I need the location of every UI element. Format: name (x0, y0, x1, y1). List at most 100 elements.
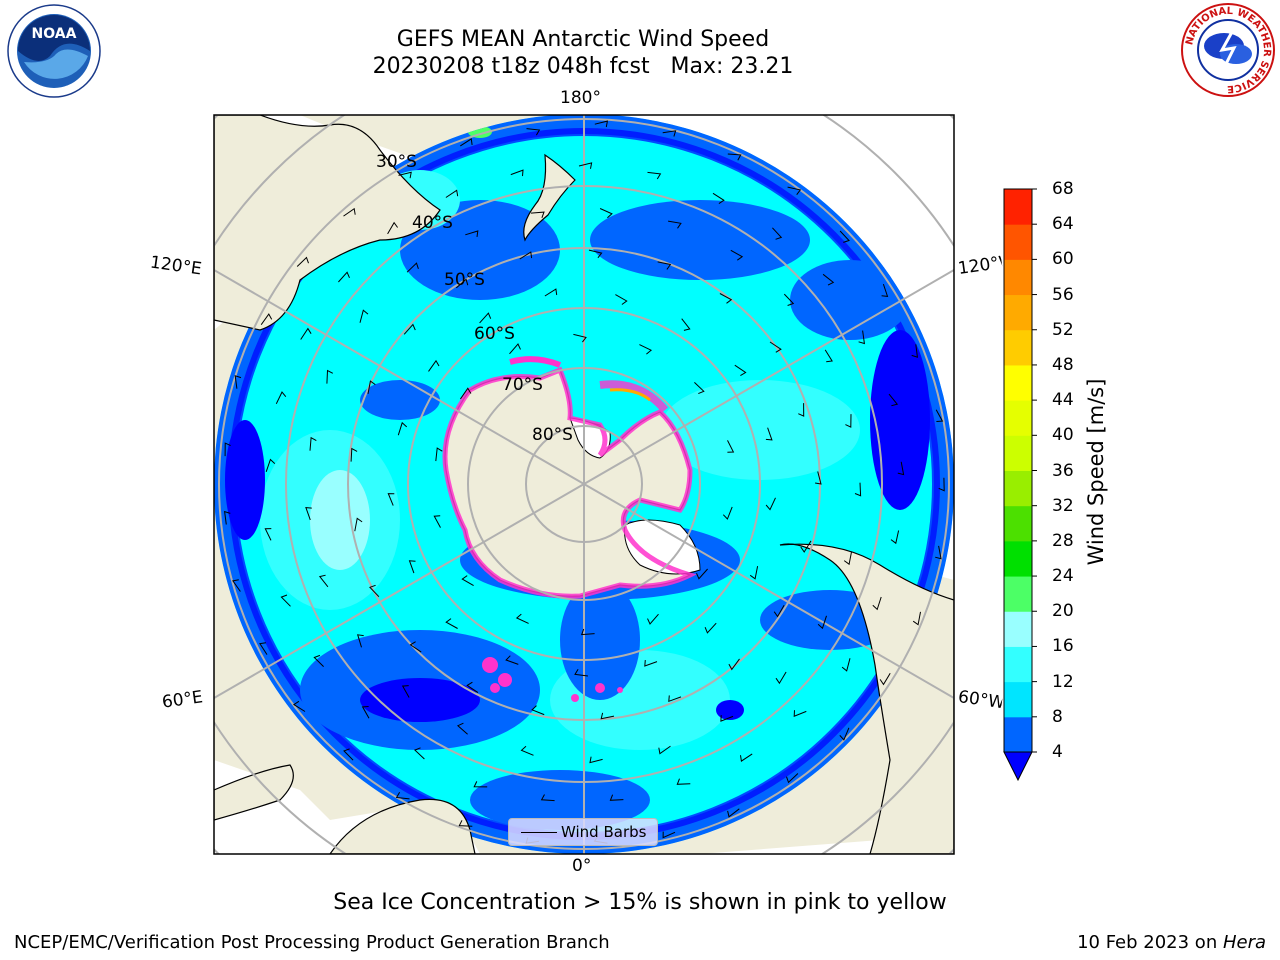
wind-barb (397, 421, 408, 436)
colorbar-segment (1004, 364, 1032, 401)
wind-barb (526, 128, 541, 136)
sea-ice-patches (482, 657, 623, 702)
wind-barb (350, 447, 358, 462)
wind-barb (681, 318, 691, 331)
sea-ice-edge (442, 366, 697, 599)
colorbar-under-arrow (1003, 751, 1033, 782)
wind-barb (338, 271, 350, 283)
wind-barb (730, 249, 744, 261)
wind-barb (897, 461, 905, 476)
wind-barb (740, 753, 753, 762)
wind-barb (530, 211, 545, 218)
wind-barb (275, 391, 287, 405)
wind-barb (879, 673, 891, 686)
wind-barb (387, 493, 395, 506)
colorbar-label: Wind Speed [m/s] (1084, 378, 1108, 566)
lon-label-0: 0° (572, 856, 592, 876)
wind-barb (395, 792, 410, 800)
wind-barb (456, 722, 468, 735)
lat-label-50s: 50°S (444, 270, 485, 290)
wind-barb (354, 517, 363, 532)
wind-barb (793, 710, 807, 717)
wind-barb (466, 681, 479, 694)
madagascar (214, 764, 294, 821)
colorbar-tick-label: 44 (1052, 390, 1074, 411)
colorbar-segment (1004, 400, 1032, 436)
wind-barb (401, 685, 410, 698)
noaa-logo-text: NOAA (32, 26, 77, 42)
wind-barb (359, 309, 369, 323)
wind-barb (369, 584, 380, 598)
wind-barb (224, 442, 231, 457)
wind-barb (473, 781, 488, 788)
wind-barb (769, 341, 782, 353)
wind-barb (544, 288, 558, 297)
colorbar-segment (1004, 329, 1032, 366)
wind-barb (773, 605, 785, 618)
wind-barb (938, 477, 945, 492)
colorbar-segment (1004, 259, 1032, 296)
lat-label-30s: 30°S (376, 152, 417, 172)
chart-title: GEFS MEAN Antarctic Wind Speed (396, 27, 770, 52)
wind-barb (455, 278, 469, 289)
wind-barb (459, 387, 472, 400)
wind-barb (309, 436, 317, 451)
footer-date: 10 Feb 2023 on Hera (1077, 932, 1266, 953)
wind-barb (574, 669, 588, 677)
wind-barb (786, 773, 799, 784)
wind-barb (727, 153, 742, 161)
footer-machine: Hera (1222, 932, 1266, 953)
wind-barb (845, 414, 852, 428)
wind-barb (260, 313, 273, 325)
wind-barb (531, 705, 545, 716)
colorbar-tick-label: 16 (1052, 636, 1074, 657)
wind-barb (599, 208, 613, 219)
wind-barb (515, 613, 529, 624)
wind-barb (259, 642, 268, 655)
wind-barb (265, 458, 276, 472)
wind-barb (798, 403, 805, 417)
colorbar-tick-label: 36 (1052, 460, 1074, 481)
colorbar-tick-label: 48 (1052, 354, 1074, 375)
wind-barb (305, 507, 312, 521)
colorbar-segment (1004, 681, 1032, 718)
wind-barb (911, 344, 918, 358)
wind-barb (800, 540, 812, 553)
new-zealand (523, 153, 576, 242)
lat-label-70s: 70°S (502, 375, 543, 395)
wind-barb (668, 695, 682, 703)
wind-barb (657, 261, 672, 270)
wind-barb (935, 545, 942, 560)
colorbar-tick-label: 64 (1052, 214, 1074, 235)
wind-barb (839, 230, 850, 243)
wind-barb (343, 748, 354, 761)
wind-barb (935, 409, 944, 422)
wind-barb (615, 294, 628, 305)
wind-barb (578, 162, 593, 169)
wind-barb (367, 380, 376, 394)
wind-barb (843, 551, 853, 566)
south-america (779, 543, 954, 854)
colorbar-segment (1004, 716, 1032, 753)
wind-barb (280, 594, 291, 607)
noaa-logo: NOAA (7, 4, 101, 98)
wind-barb (224, 510, 231, 525)
colorbar-segment (1004, 576, 1032, 612)
footer-date-text: 10 Feb 2023 on (1077, 932, 1223, 953)
wind-barb (479, 312, 492, 324)
wind-barb (409, 641, 422, 653)
wind-barb (647, 613, 659, 625)
wind-barb (841, 658, 851, 672)
colorbar-tick-label: 60 (1052, 249, 1074, 270)
footer-org: NCEP/EMC/Verification Post Processing Pr… (14, 932, 610, 953)
wind-barb (406, 262, 419, 273)
wind-barb (858, 330, 866, 345)
wind-barb (854, 482, 862, 497)
colorbar-segment (1004, 470, 1032, 507)
wind-barb (428, 359, 440, 372)
wind-barb (264, 528, 272, 541)
colorbar-tick-label: 56 (1052, 284, 1074, 305)
wind-barb (520, 745, 534, 756)
wind-barb (822, 273, 835, 286)
wind-barb (662, 831, 676, 839)
